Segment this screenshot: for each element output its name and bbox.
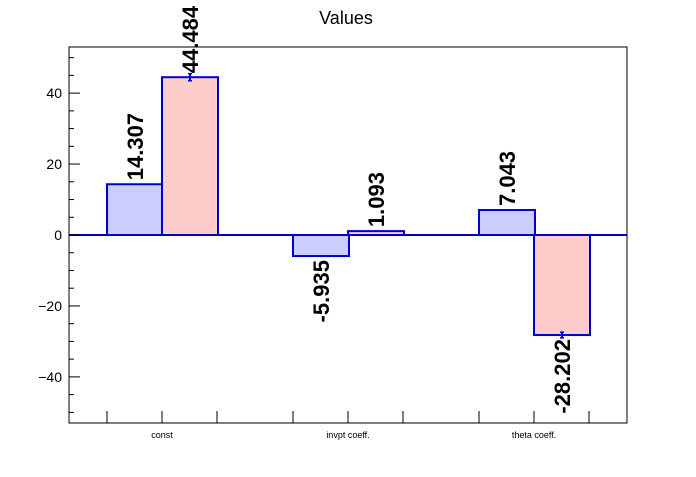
bar-s1-c0 bbox=[161, 76, 219, 236]
x-tick-label: const bbox=[151, 430, 173, 440]
bar-s0-c0 bbox=[106, 183, 164, 236]
chart-title: Values bbox=[319, 8, 373, 28]
data-label: -28.202 bbox=[550, 339, 575, 414]
data-label: 7.043 bbox=[495, 151, 520, 206]
bar-s0-c2 bbox=[478, 209, 536, 237]
x-tick-label: theta coeff. bbox=[512, 430, 556, 440]
data-label: 1.093 bbox=[364, 172, 389, 227]
bar-s1-c2 bbox=[533, 234, 591, 337]
axes-layer: −40 −20 0 20 40 const invpt coeff. theta coeff. bbox=[38, 46, 628, 440]
data-label: -5.935 bbox=[309, 260, 334, 322]
x-tick-label: invpt coeff. bbox=[326, 430, 369, 440]
y-tick-label: 0 bbox=[54, 227, 62, 243]
bar-s0-c1 bbox=[292, 234, 350, 258]
y-tick-label: 40 bbox=[46, 85, 62, 101]
y-tick-label: −40 bbox=[38, 369, 62, 385]
labels-layer: 14.307 -5.935 7.043 44.484 1.093 -28.202 bbox=[123, 5, 575, 414]
y-tick-label: 20 bbox=[46, 156, 62, 172]
y-tick-label: −20 bbox=[38, 298, 62, 314]
data-label: 14.307 bbox=[123, 113, 148, 180]
data-label: 44.484 bbox=[178, 5, 203, 73]
bars-layer bbox=[106, 72, 591, 339]
